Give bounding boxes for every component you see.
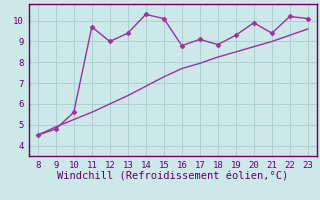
X-axis label: Windchill (Refroidissement éolien,°C): Windchill (Refroidissement éolien,°C) bbox=[57, 171, 288, 181]
